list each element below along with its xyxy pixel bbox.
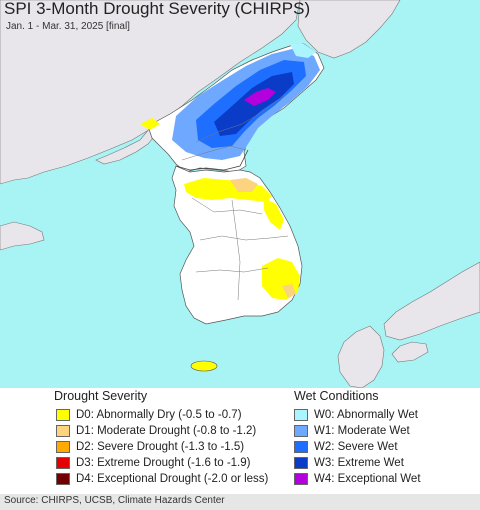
page-subtitle: Jan. 1 - Mar. 31, 2025 [final] xyxy=(6,21,130,32)
legend-label-w1: W1: Moderate Wet xyxy=(314,424,410,437)
legend-panel: Drought Severity Wet Conditions D0: Abno… xyxy=(0,388,480,494)
dry-d1-south xyxy=(282,284,296,298)
legend-item-w1: W1: Moderate Wet xyxy=(294,424,410,437)
legend-item-d0: D0: Abnormally Dry (-0.5 to -0.7) xyxy=(56,408,242,421)
drought-legend-title: Drought Severity xyxy=(54,389,148,403)
swatch-d4 xyxy=(56,472,70,485)
dry-d1-central xyxy=(230,178,258,192)
legend-item-d4: D4: Exceptional Drought (-2.0 or less) xyxy=(56,472,268,485)
russia-landmass xyxy=(297,0,401,59)
japan-shikoku xyxy=(391,341,429,363)
swatch-d0 xyxy=(56,408,70,421)
liaodong-peninsula xyxy=(95,127,157,165)
legend-item-w0: W0: Abnormally Wet xyxy=(294,408,418,421)
legend-item-w2: W2: Severe Wet xyxy=(294,440,398,453)
legend-label-d1: D1: Moderate Drought (-0.8 to -1.2) xyxy=(76,424,257,437)
swatch-d1 xyxy=(56,424,70,437)
jeju-island xyxy=(190,360,218,372)
korea-border xyxy=(175,149,249,171)
drought-map xyxy=(0,0,480,388)
legend-item-d2: D2: Severe Drought (-1.3 to -1.5) xyxy=(56,440,244,453)
admin-boundaries xyxy=(181,93,289,301)
wet-w0-region xyxy=(290,44,316,58)
swatch-d3 xyxy=(56,456,70,469)
page-title: SPI 3-Month Drought Severity (CHIRPS) xyxy=(4,0,311,18)
legend-label-d2: D2: Severe Drought (-1.3 to -1.5) xyxy=(76,440,245,453)
legend-label-w2: W2: Severe Wet xyxy=(314,440,398,453)
swatch-w2 xyxy=(294,440,308,453)
legend-item-w3: W3: Extreme Wet xyxy=(294,456,404,469)
wet-w4-region xyxy=(244,88,276,106)
legend-item-d3: D3: Extreme Drought (-1.6 to -1.9) xyxy=(56,456,250,469)
swatch-w3 xyxy=(294,456,308,469)
legend-item-w4: W4: Exceptional Wet xyxy=(294,472,421,485)
swatch-w4 xyxy=(294,472,308,485)
swatch-w1 xyxy=(294,424,308,437)
japan-honshu xyxy=(383,261,480,341)
legend-label-d3: D3: Extreme Drought (-1.6 to -1.9) xyxy=(76,456,251,469)
legend-label-d4: D4: Exceptional Drought (-2.0 or less) xyxy=(76,472,269,485)
swatch-d2 xyxy=(56,440,70,453)
legend-label-w3: W3: Extreme Wet xyxy=(314,456,404,469)
dry-d0-east xyxy=(264,198,284,230)
dry-d0-northwest xyxy=(140,118,160,130)
footer-bar: Source: CHIRPS, UCSB, Climate Hazards Ce… xyxy=(0,494,480,510)
japan-kyushu xyxy=(337,325,385,388)
legend-label-w4: W4: Exceptional Wet xyxy=(314,472,421,485)
legend-item-d1: D1: Moderate Drought (-0.8 to -1.2) xyxy=(56,424,256,437)
shandong-coast xyxy=(0,221,45,251)
swatch-w0 xyxy=(294,408,308,421)
source-credit: Source: CHIRPS, UCSB, Climate Hazards Ce… xyxy=(4,495,225,506)
legend-label-d0: D0: Abnormally Dry (-0.5 to -0.7) xyxy=(76,408,242,421)
wet-legend-title: Wet Conditions xyxy=(294,389,379,403)
legend-label-w0: W0: Abnormally Wet xyxy=(314,408,418,421)
